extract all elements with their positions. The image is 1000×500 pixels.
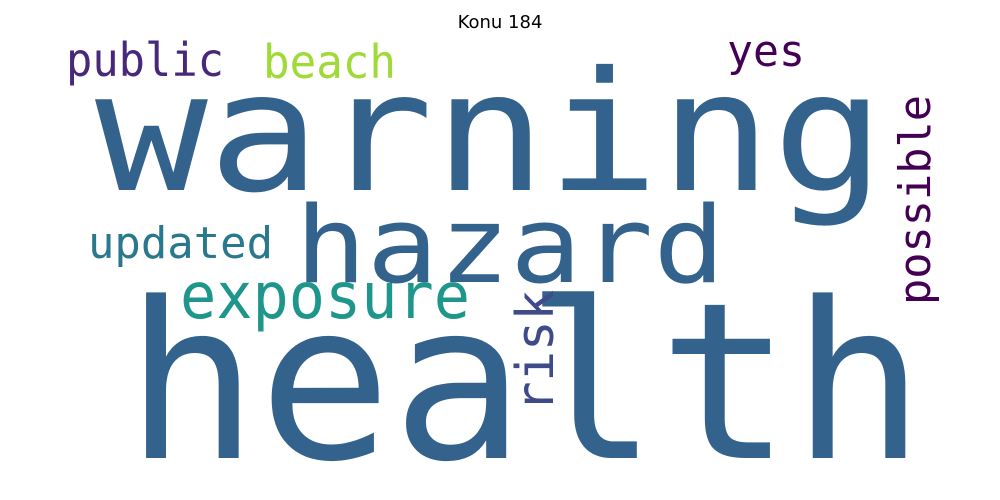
word-possible: possible: [890, 95, 941, 305]
word-warning: warning: [95, 37, 885, 230]
word-hazard: hazard: [295, 184, 725, 307]
word-exposure: exposure: [180, 260, 470, 334]
word-health: health: [125, 257, 925, 500]
word-risk: risk: [506, 290, 566, 412]
word-public: public: [66, 33, 224, 87]
word-beach: beach: [263, 35, 396, 89]
word-yes: yes: [727, 26, 805, 77]
word-updated: updated: [88, 218, 273, 269]
chart-title: Konu 184: [457, 12, 543, 33]
